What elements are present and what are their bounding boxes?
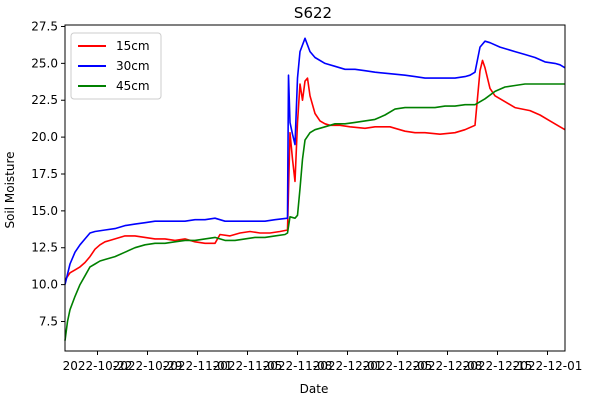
y-tick-label: 15.0 <box>31 204 58 218</box>
y-axis: 7.5 10.0 12.5 15.0 17.5 20.0 22.5 25.0 27.5 <box>31 19 65 328</box>
x-tick-label: 2022-12-05 <box>363 359 433 373</box>
legend: 15cm 30cm 45cm <box>70 32 162 100</box>
x-tick-label: 2022-12-01 <box>313 359 383 373</box>
x-tick-label: 2022-12-01 <box>513 359 583 373</box>
series-line-15cm <box>64 59 566 281</box>
legend-label-45cm: 45cm <box>116 79 150 93</box>
x-tick-label: 2022-11-01 <box>163 359 233 373</box>
series-line-30cm <box>64 37 566 285</box>
y-tick-label: 12.5 <box>31 241 58 255</box>
x-tick-label: 2022-10-22 <box>63 359 133 373</box>
x-tick-label: 2022-12-08 <box>413 359 483 373</box>
plot-area <box>64 37 566 341</box>
x-axis: 2022-10-222022-10-292022-11-012022-11-05… <box>63 351 583 373</box>
y-tick-label: 20.0 <box>31 130 58 144</box>
y-tick-label: 7.5 <box>39 314 58 328</box>
y-tick-label: 10.0 <box>31 278 58 292</box>
y-tick-label: 27.5 <box>31 19 58 33</box>
chart-title: S622 <box>294 4 332 22</box>
legend-label-15cm: 15cm <box>116 39 150 53</box>
y-tick-label: 25.0 <box>31 56 58 70</box>
x-axis-label: Date <box>300 382 329 396</box>
y-axis-label: Soil Moisture <box>3 151 17 228</box>
y-tick-label: 17.5 <box>31 167 58 181</box>
x-tick-label: 2022-10-29 <box>113 359 183 373</box>
x-tick-label: 2022-11-08 <box>263 359 333 373</box>
series-line-45cm <box>64 83 565 341</box>
plot-frame <box>64 24 566 352</box>
legend-box <box>70 32 162 100</box>
y-tick-label: 22.5 <box>31 93 58 107</box>
legend-label-30cm: 30cm <box>116 59 150 73</box>
x-tick-label: 2022-12-15 <box>463 359 533 373</box>
x-tick-label: 2022-11-05 <box>213 359 283 373</box>
